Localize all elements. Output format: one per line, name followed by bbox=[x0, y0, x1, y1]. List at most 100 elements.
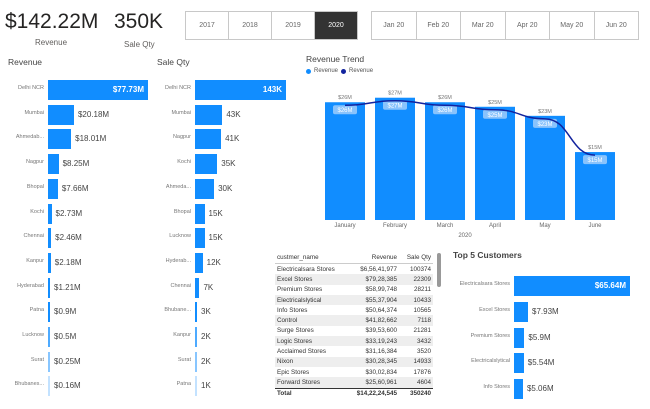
bar-row[interactable]: Kanpur 2K bbox=[173, 327, 286, 347]
bar-row[interactable]: Electricalsara Stores $65.64M bbox=[460, 276, 630, 296]
month-button[interactable]: Jan 20 bbox=[372, 12, 417, 39]
bar[interactable] bbox=[195, 302, 197, 323]
bar-row[interactable]: Mumbai 43K bbox=[171, 104, 286, 125]
table-cell: 10565 bbox=[413, 306, 431, 314]
table-row[interactable]: Forward Stores $25,60,961 4604 bbox=[275, 377, 433, 388]
column-header[interactable]: Sale Qty bbox=[406, 254, 431, 261]
bar[interactable] bbox=[48, 351, 50, 372]
column-header[interactable]: Revenue bbox=[371, 254, 397, 261]
bar-row[interactable]: Hyderabad $1.21M bbox=[17, 277, 148, 298]
bar-row[interactable]: Ahmedab... $18.01M bbox=[16, 129, 148, 150]
bar[interactable] bbox=[195, 351, 197, 372]
bar-row[interactable]: Patna 1K bbox=[177, 376, 286, 397]
bar-row[interactable]: Bhopal 15K bbox=[174, 203, 286, 224]
bar[interactable] bbox=[195, 228, 205, 249]
bar[interactable] bbox=[48, 104, 74, 125]
bar[interactable] bbox=[514, 276, 630, 296]
bar[interactable] bbox=[48, 302, 50, 323]
bar[interactable] bbox=[48, 178, 58, 199]
bar[interactable] bbox=[195, 277, 200, 298]
bar-row[interactable]: Chennai $2.46M bbox=[24, 228, 148, 249]
bar[interactable] bbox=[48, 80, 148, 100]
bar[interactable] bbox=[195, 178, 215, 199]
bar[interactable] bbox=[48, 228, 52, 249]
qty-kpi: 350K bbox=[114, 10, 164, 33]
year-button-2017[interactable]: 2017 bbox=[186, 12, 229, 39]
table-row[interactable]: Info Stores $50,64,374 10565 bbox=[275, 305, 433, 315]
table-row[interactable]: Electricalslytical $55,37,904 10433 bbox=[275, 294, 433, 306]
bar-row[interactable]: Delhi NCR $77.73M bbox=[18, 80, 148, 100]
table-row[interactable]: Nixon $30,28,345 14933 bbox=[275, 356, 433, 367]
year-button-2019[interactable]: 2019 bbox=[272, 12, 315, 39]
trend-bar[interactable] bbox=[525, 115, 565, 220]
bar-row[interactable]: Nagpur $8.25M bbox=[26, 154, 148, 175]
bar[interactable] bbox=[195, 376, 197, 397]
bar-row[interactable]: Bhopal $7.66M bbox=[27, 178, 148, 199]
bar[interactable] bbox=[195, 203, 205, 224]
year-button-2020[interactable]: 2020 bbox=[315, 12, 357, 39]
month-button[interactable]: Apr 20 bbox=[505, 12, 550, 39]
column-header[interactable]: custmer_name bbox=[277, 254, 319, 261]
table-row[interactable]: Surge Stores $39,53,600 21281 bbox=[275, 326, 433, 336]
bar-row[interactable]: Mumbai $20.18M bbox=[24, 104, 148, 125]
trend-bar[interactable] bbox=[325, 102, 365, 220]
bar[interactable] bbox=[48, 327, 50, 347]
table-scrollbar[interactable] bbox=[437, 253, 441, 287]
bar[interactable] bbox=[514, 327, 525, 348]
bar-row[interactable]: Electricalslytical $5.54M bbox=[471, 353, 630, 374]
trend-bar[interactable] bbox=[375, 97, 415, 220]
year-button-2018[interactable]: 2018 bbox=[229, 12, 272, 39]
bar[interactable] bbox=[195, 252, 203, 273]
bar[interactable] bbox=[195, 154, 218, 175]
bar-category-label: Bhubane... bbox=[164, 307, 191, 314]
trend-bar[interactable] bbox=[475, 106, 515, 220]
table-row[interactable]: Logic Stores $33,19,243 3432 bbox=[275, 336, 433, 347]
bar-value-label: $2.73M bbox=[55, 208, 83, 218]
trend-bar[interactable] bbox=[425, 102, 465, 220]
table-row[interactable]: Excel Stores $79,28,385 22309 bbox=[275, 274, 433, 285]
table-row[interactable]: Electricalsara Stores $6,56,41,977 100374 bbox=[275, 264, 433, 274]
bar-row[interactable]: Delhi NCR 143K bbox=[165, 80, 286, 100]
bar[interactable] bbox=[48, 252, 51, 273]
bar-row[interactable]: Patna $0.9M bbox=[30, 302, 148, 323]
month-button[interactable]: Feb 20 bbox=[416, 12, 461, 39]
bar[interactable] bbox=[195, 104, 223, 125]
bar-row[interactable]: Surat 2K bbox=[178, 351, 286, 372]
bar-row[interactable]: Kochi $2.73M bbox=[30, 203, 148, 224]
bar[interactable] bbox=[195, 129, 222, 150]
bar-row[interactable]: Lucknow 15K bbox=[169, 228, 286, 249]
bar-row[interactable]: Info Stores $5.06M bbox=[483, 379, 630, 400]
month-button[interactable]: Jun 20 bbox=[594, 12, 638, 39]
bar[interactable] bbox=[48, 376, 50, 397]
bar[interactable] bbox=[48, 203, 52, 224]
bar[interactable] bbox=[48, 277, 50, 298]
bar-row[interactable]: Kanpur $2.18M bbox=[26, 252, 148, 273]
bar-row[interactable]: Kochi 35K bbox=[177, 154, 286, 175]
trend-line[interactable] bbox=[344, 99, 596, 156]
bar-row[interactable]: Premium Stores $5.9M bbox=[471, 327, 630, 348]
table-row[interactable]: Control $41,82,662 7118 bbox=[275, 315, 433, 326]
table-cell: $39,53,600 bbox=[365, 327, 397, 335]
bar-row[interactable]: Hyderab... 12K bbox=[166, 252, 286, 273]
bar-row[interactable]: Lucknow $0.5M bbox=[22, 327, 148, 347]
table-row[interactable]: Epic Stores $30,02,834 17876 bbox=[275, 367, 433, 377]
bar[interactable] bbox=[514, 379, 523, 400]
bar-row[interactable]: Chennai 7K bbox=[171, 277, 286, 298]
bar-row[interactable]: Nagpur 41K bbox=[173, 129, 286, 150]
table-row[interactable]: Acclaimed Stores $31,16,384 3520 bbox=[275, 346, 433, 356]
bar[interactable] bbox=[514, 353, 524, 374]
bar-row[interactable]: Surat $0.25M bbox=[31, 351, 148, 372]
bar-row[interactable]: Bhubane... 3K bbox=[164, 302, 286, 323]
bar-row[interactable]: Bhubanes... $0.16M bbox=[15, 376, 148, 397]
bar[interactable] bbox=[195, 80, 286, 100]
bar[interactable] bbox=[48, 154, 59, 175]
bar[interactable] bbox=[514, 301, 528, 322]
bar-row[interactable]: Excel Stores $7.93M bbox=[479, 301, 630, 322]
bar-data-label: $23M bbox=[537, 122, 552, 128]
bar[interactable] bbox=[48, 129, 72, 150]
month-button[interactable]: May 20 bbox=[550, 12, 595, 39]
table-row[interactable]: Premium Stores $58,99,748 28211 bbox=[275, 285, 433, 295]
bar[interactable] bbox=[195, 327, 197, 347]
bar-row[interactable]: Ahmeda... 30K bbox=[166, 178, 286, 199]
month-button[interactable]: Mar 20 bbox=[461, 12, 506, 39]
